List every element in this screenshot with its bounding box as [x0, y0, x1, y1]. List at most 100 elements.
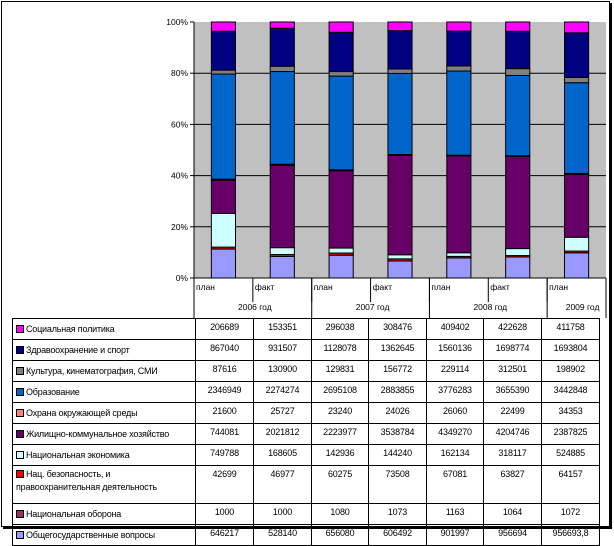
bar-segment	[447, 253, 471, 257]
legend-marker-icon	[16, 430, 24, 438]
bar-segment	[211, 22, 235, 31]
bar-segment	[565, 237, 589, 251]
bar-segment	[329, 255, 353, 278]
bar-segment	[565, 253, 589, 278]
bar-segment	[447, 66, 471, 71]
x-category-label: факт	[373, 282, 393, 292]
value-cell: 606492	[369, 525, 427, 546]
bar-segment	[329, 72, 353, 77]
value-cell: 156772	[369, 361, 427, 382]
value-cell: 129831	[312, 361, 369, 382]
value-cell: 130900	[254, 361, 312, 382]
value-cell: 87616	[196, 361, 254, 382]
legend-marker-icon	[16, 451, 24, 459]
value-cell: 153351	[254, 319, 312, 340]
value-cell: 1073	[369, 504, 427, 525]
value-cell: 3442848	[542, 382, 600, 403]
series-label: Социальная политика	[26, 324, 114, 334]
value-cell: 73508	[369, 466, 427, 504]
bar-segment	[211, 31, 235, 70]
y-tick-label: 40%	[171, 171, 188, 181]
bar-segment	[329, 32, 353, 71]
x-group-label: 2009 год	[566, 302, 600, 312]
value-cell: 1693804	[542, 340, 600, 361]
value-cell: 1128078	[312, 340, 369, 361]
bar-segment	[506, 22, 530, 31]
value-cell: 42699	[196, 466, 254, 504]
value-cell: 1064	[484, 504, 542, 525]
value-cell: 3655390	[484, 382, 542, 403]
bar-segment	[565, 33, 589, 78]
bar-segment	[388, 69, 412, 73]
y-tick-label: 60%	[171, 119, 188, 129]
x-category-label: факт	[490, 282, 510, 292]
bar-segment	[388, 255, 412, 259]
value-cell: 2223977	[312, 424, 369, 445]
value-cell: 749788	[196, 445, 254, 466]
value-cell: 901997	[427, 525, 484, 546]
value-cell: 22499	[484, 403, 542, 424]
bar-segment	[270, 28, 294, 66]
x-category-label: план	[431, 282, 450, 292]
y-tick-label: 20%	[171, 222, 188, 232]
legend-marker-icon	[16, 510, 24, 518]
value-cell: 142936	[312, 445, 369, 466]
x-category-label: план	[314, 282, 333, 292]
bar-segment	[388, 261, 412, 278]
value-cell: 422628	[484, 319, 542, 340]
value-cell: 409402	[427, 319, 484, 340]
bar-segment	[329, 22, 353, 32]
y-tick-label: 80%	[171, 68, 188, 78]
value-cell: 67081	[427, 466, 484, 504]
series-legend-cell: Здравоохранение и спорт	[13, 340, 196, 361]
value-cell: 312501	[484, 361, 542, 382]
value-cell: 646217	[196, 525, 254, 546]
series-legend-cell: Национальная экономика	[13, 445, 196, 466]
legend-marker-icon	[16, 409, 24, 417]
bar-segment	[447, 71, 471, 155]
value-cell: 2387825	[542, 424, 600, 445]
legend-marker-icon	[16, 346, 24, 354]
x-category-label: план	[196, 282, 215, 292]
value-cell: 26060	[427, 403, 484, 424]
series-label: Нац. безопасность, и правоохранительная …	[16, 469, 157, 492]
bar-segment	[565, 77, 589, 82]
bar-segment	[506, 257, 530, 278]
x-group-label: 2006 год	[238, 302, 272, 312]
bar-segment	[565, 83, 589, 174]
value-cell: 1080	[312, 504, 369, 525]
bar-segment	[447, 22, 471, 31]
bar-segment	[388, 73, 412, 154]
value-cell: 63827	[484, 466, 542, 504]
value-cell: 1072	[542, 504, 600, 525]
bar-segment	[270, 22, 294, 28]
series-label: Общегосударственные вопросы	[26, 530, 155, 540]
value-cell: 524885	[542, 445, 600, 466]
bar-segment	[270, 248, 294, 255]
y-tick-label: 100%	[166, 17, 188, 27]
x-group-label: 2008 год	[473, 302, 507, 312]
value-cell: 411758	[542, 319, 600, 340]
value-cell: 867040	[196, 340, 254, 361]
bar-segment	[329, 248, 353, 253]
value-cell: 4349270	[427, 424, 484, 445]
legend-marker-icon	[16, 367, 24, 375]
bar-segment	[270, 72, 294, 165]
bar-segment	[506, 75, 530, 155]
series-legend-cell: Нац. безопасность, и правоохранительная …	[13, 466, 196, 504]
bar-segment	[329, 76, 353, 170]
x-group-label: 2007 год	[356, 302, 390, 312]
series-label: Жилищно-коммунальное хозяйство	[26, 429, 169, 439]
bar-segment	[388, 155, 412, 255]
value-cell: 318117	[484, 445, 542, 466]
bar-segment	[565, 174, 589, 237]
value-cell: 1698774	[484, 340, 542, 361]
